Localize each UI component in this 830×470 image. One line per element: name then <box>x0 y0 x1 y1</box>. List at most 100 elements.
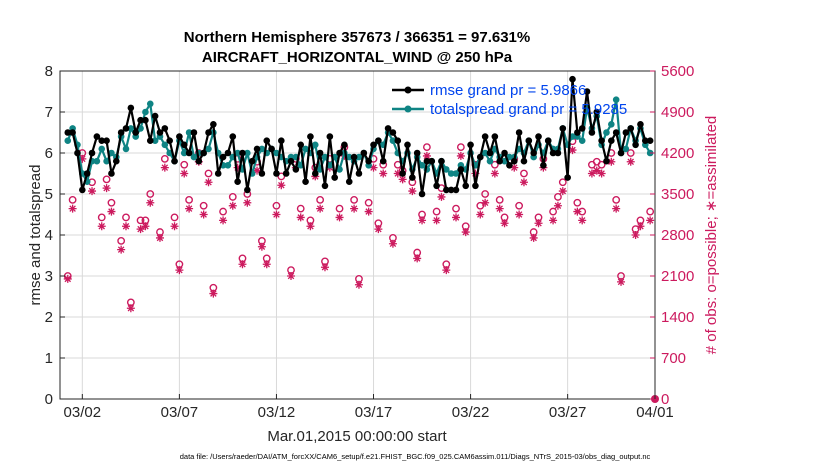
y-tick-label: 0 <box>45 391 53 408</box>
obs-assimilated-point <box>626 157 635 166</box>
rmse-point <box>331 174 338 181</box>
obs-assimilated-point <box>233 163 242 172</box>
rmse-point <box>520 157 528 165</box>
obs-assimilated-point <box>155 233 164 242</box>
obs-assimilated-point <box>442 266 451 275</box>
rmse-point <box>598 137 605 144</box>
rmse-point <box>559 125 567 132</box>
legend-spread-label: totalspread grand pr = 5.9285 <box>430 101 627 118</box>
rmse-point <box>525 137 533 144</box>
obs-assimilated-point <box>418 216 427 225</box>
obs-assimilated-point <box>320 263 329 272</box>
rmse-point <box>278 137 285 144</box>
y2-axis-label: # of obs: o=possible; ∗=assimilated <box>703 116 720 355</box>
obs-possible-point <box>476 201 485 210</box>
rmse-point <box>467 141 474 149</box>
totalspread-point <box>146 100 154 108</box>
obs-assimilated-point <box>364 207 373 216</box>
totalspread-point <box>103 157 110 165</box>
obs-possible-point <box>364 198 373 207</box>
obs-possible-point <box>456 143 465 152</box>
totalspread-point <box>302 145 309 153</box>
obs-possible-point <box>495 195 504 204</box>
totalspread-point <box>98 145 106 153</box>
obs-possible-point <box>597 160 606 169</box>
obs-assimilated-point <box>88 187 97 196</box>
rmse-point <box>166 137 173 144</box>
obs-assimilated-point <box>515 210 524 219</box>
y-tick-label: 1 <box>45 350 53 367</box>
obs-possible-point <box>481 190 490 198</box>
rmse-point <box>365 157 372 165</box>
rmse-point <box>161 125 169 132</box>
rmse-point <box>244 186 251 194</box>
totalspread-point <box>180 149 188 157</box>
totalspread-point <box>311 141 319 149</box>
rmse-point <box>205 129 212 136</box>
totalspread-point <box>578 137 586 144</box>
obs-assimilated-point <box>97 222 106 231</box>
obs-assimilated-point <box>398 175 407 184</box>
y2-tick-label: 3500 <box>661 186 694 203</box>
obs-possible-point <box>97 213 106 222</box>
rmse-point <box>117 129 125 136</box>
obs-possible-point <box>272 201 281 210</box>
obs-assimilated-point <box>335 213 344 222</box>
rmse-point <box>574 129 581 136</box>
obs-assimilated-series <box>63 146 659 403</box>
x-tick-label: 03/12 <box>258 404 296 421</box>
totalspread-point <box>345 153 353 161</box>
obs-possible-point <box>432 207 441 216</box>
x-tick-label: 04/01 <box>636 404 674 421</box>
obs-assimilated-point <box>199 210 208 219</box>
rmse-point <box>234 178 241 185</box>
obs-assimilated-point <box>185 204 194 213</box>
y2-tick-label: 700 <box>661 350 686 367</box>
rmse-point <box>549 149 557 157</box>
rmse-point <box>229 133 237 140</box>
obs-assimilated-point <box>287 272 296 280</box>
obs-assimilated-point <box>180 169 189 178</box>
rmse-point <box>554 149 562 157</box>
obs-assimilated-point <box>471 169 480 178</box>
obs-assimilated-point <box>607 157 616 166</box>
obs-assimilated-point <box>219 216 228 225</box>
rmse-point <box>142 116 149 124</box>
rmse-point <box>394 137 402 144</box>
rmse-point <box>311 170 319 177</box>
totalspread-point <box>418 162 426 169</box>
totalspread-point <box>151 137 159 144</box>
y2-tick-label: 2800 <box>661 227 694 244</box>
rmse-point <box>108 170 115 177</box>
rmse-point <box>535 133 542 140</box>
rmse-point <box>583 88 591 95</box>
obs-assimilated-point <box>500 219 509 228</box>
rmse-point <box>384 125 392 132</box>
rmse-point <box>321 182 329 190</box>
rmse-point <box>98 137 106 144</box>
rmse-point <box>282 170 290 177</box>
rmse-point <box>418 190 426 198</box>
rmse-point <box>486 149 494 157</box>
totalspread-point <box>190 153 198 161</box>
rmse-point <box>69 129 76 136</box>
rmse-point <box>578 125 586 132</box>
obs-assimilated-point <box>617 277 626 286</box>
rmse-point <box>360 149 368 157</box>
obs-possible-point <box>228 193 237 201</box>
rmse-point <box>88 149 96 157</box>
footnote: data file: /Users/raeder/DAI/ATM_forcXX/… <box>180 452 651 461</box>
rmse-point <box>326 133 334 140</box>
x-axis-label: Mar.01,2015 00:00:00 start <box>267 428 447 445</box>
obs-assimilated-point <box>354 280 363 289</box>
obs-assimilated-point <box>209 289 218 298</box>
rmse-point <box>253 145 261 153</box>
obs-assimilated-point <box>238 260 247 269</box>
y2-tick-label: 4900 <box>661 104 694 121</box>
obs-possible-point <box>573 198 582 207</box>
obs-assimilated-point <box>204 178 213 187</box>
obs-assimilated-point <box>393 169 402 178</box>
obs-possible-point <box>219 207 227 216</box>
y2-tick-label: 4200 <box>661 145 694 162</box>
rmse-point <box>379 157 387 165</box>
